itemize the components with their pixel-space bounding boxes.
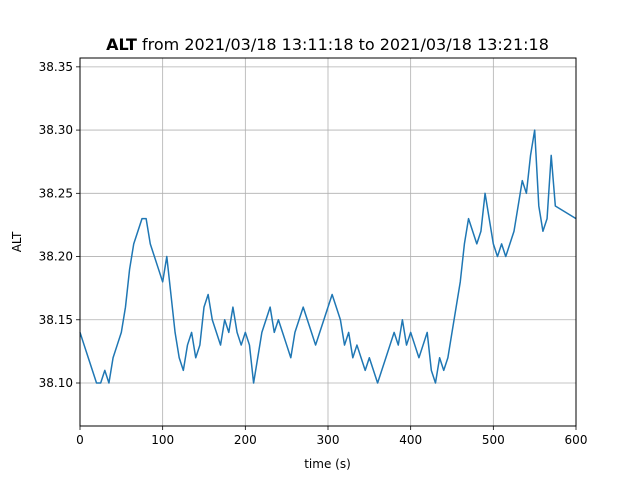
axis-ticks: 0 100 200 300 400 500 600 38.10 38.15 38.20 38.25 3… [39, 60, 588, 447]
y-tick-label: 38.30 [39, 123, 73, 137]
y-tick-label: 38.15 [39, 313, 73, 327]
y-tick-label: 38.25 [39, 186, 73, 200]
x-tick-label: 600 [565, 433, 588, 447]
chart-title: ALT from 2021/03/18 13:11:18 to 2021/03/… [106, 35, 549, 54]
series-line-group [79, 129, 577, 384]
x-tick-label: 400 [399, 433, 422, 447]
y-tick-label: 38.10 [39, 376, 73, 390]
x-tick-label: 500 [482, 433, 505, 447]
x-axis-label: time (s) [304, 457, 351, 471]
y-axis-label: ALT [10, 231, 24, 252]
grid [79, 58, 577, 426]
x-tick-label: 300 [317, 433, 340, 447]
x-tick-label: 0 [76, 433, 84, 447]
chart-title-variable: ALT [106, 35, 137, 54]
x-tick-label: 100 [151, 433, 174, 447]
x-tick-label: 200 [234, 433, 257, 447]
series-line [79, 129, 577, 384]
y-tick-label: 38.35 [39, 60, 73, 74]
y-tick-label: 38.20 [39, 250, 73, 264]
chart-title-range: from 2021/03/18 13:11:18 to 2021/03/18 1… [137, 35, 549, 54]
